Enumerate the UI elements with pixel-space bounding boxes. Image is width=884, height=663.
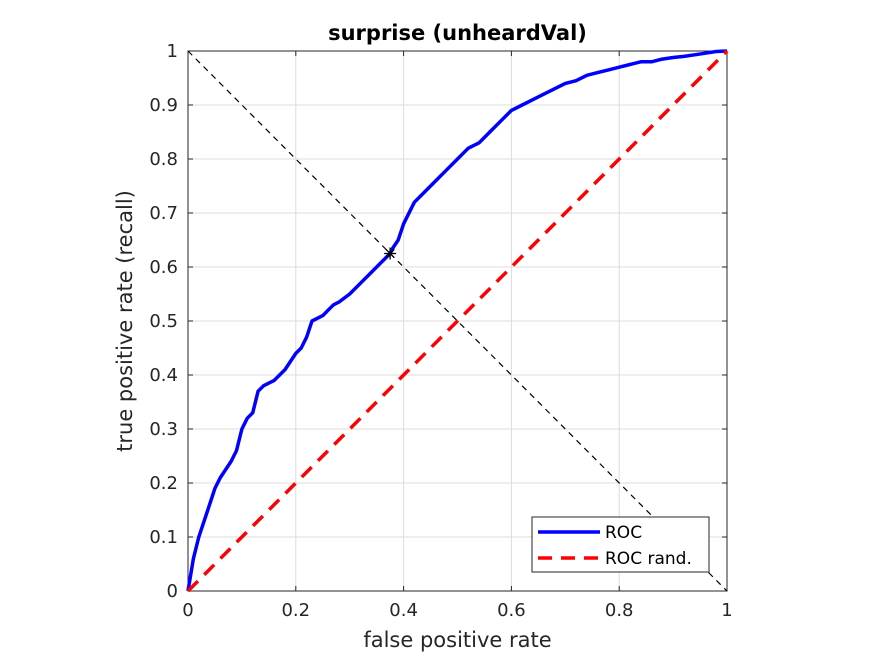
series-layer (186, 49, 729, 593)
y-axis-label: true positive rate (recall) (113, 190, 137, 452)
series-line-roc-random (186, 49, 729, 593)
axes-frame (187, 50, 728, 592)
operating-point-marker (384, 247, 397, 260)
x-tick-label: 1 (721, 600, 732, 621)
x-tick-label: 0.6 (497, 600, 526, 621)
x-axis-label: false positive rate (363, 628, 551, 652)
y-tick-label: 0.7 (149, 203, 178, 224)
y-tick-label: 0.4 (149, 365, 178, 386)
x-tick-labels: 0 0.2 0.4 0.6 0.8 1 (182, 600, 732, 621)
y-tick-label: 0 (167, 581, 178, 602)
series-line-roc (186, 49, 728, 592)
legend-entry-label: ROC rand. (605, 549, 692, 569)
y-tick-label: 0.5 (149, 311, 178, 332)
x-tick-label: 0.8 (605, 600, 634, 621)
y-tick-label: 0.1 (149, 527, 178, 548)
legend-entry-label: ROC (605, 523, 642, 543)
y-tick-label: 1 (167, 41, 178, 62)
y-tick-label: 0.8 (149, 149, 178, 170)
x-tick-label: 0.4 (389, 600, 418, 621)
annotation-layer (187, 50, 728, 592)
y-tick-label: 0.9 (149, 95, 178, 116)
chart-title: surprise (unheardVal) (328, 21, 587, 45)
x-tick-label: 0.2 (281, 600, 310, 621)
axes-box (187, 50, 728, 592)
legend-box (531, 516, 710, 573)
y-tick-label: 0.3 (149, 419, 178, 440)
y-tick-labels: 0 0.1 0.2 0.3 0.4 0.5 0.6 0.7 0.8 0.9 1 (149, 41, 178, 602)
y-tick-label: 0.6 (149, 257, 178, 278)
legend: ROC ROC rand. (531, 516, 710, 573)
y-tick-label: 0.2 (149, 473, 178, 494)
x-tick-label: 0 (182, 600, 193, 621)
